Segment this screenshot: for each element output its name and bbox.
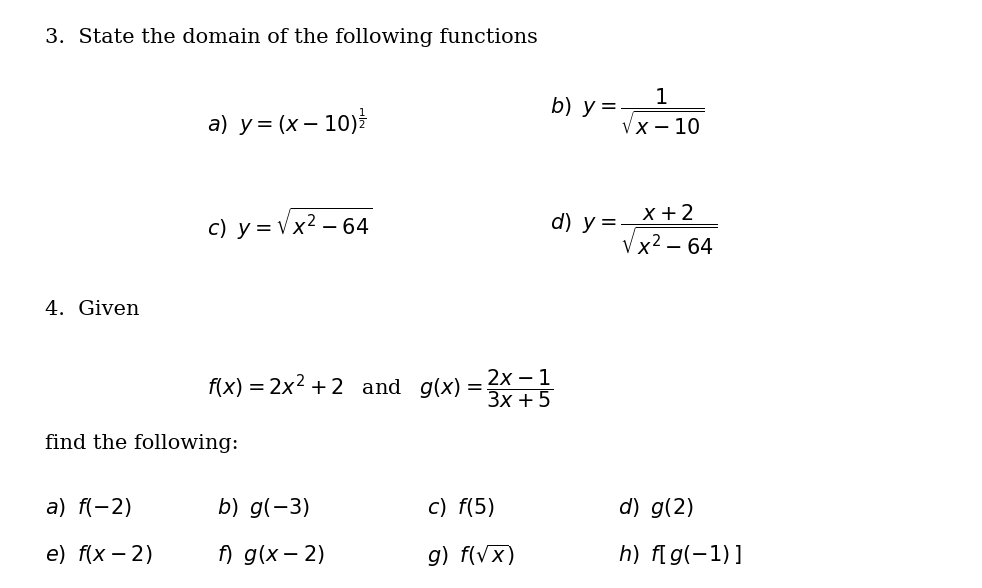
- Text: $c)\;\; f(5)$: $c)\;\; f(5)$: [427, 496, 495, 519]
- Text: $f)\;\; g(x-2)$: $f)\;\; g(x-2)$: [217, 543, 325, 567]
- Text: $h)\;\; f[\, g(-1)\,]$: $h)\;\; f[\, g(-1)\,]$: [619, 543, 742, 567]
- Text: $f(x) = 2x^2+2\;\;$ and $\;\;g(x) = \dfrac{2x-1}{3x+5}$: $f(x) = 2x^2+2\;\;$ and $\;\;g(x) = \dfr…: [207, 367, 553, 410]
- Text: $d)\;\; g(2)$: $d)\;\; g(2)$: [619, 496, 694, 520]
- Text: $d)\;\; y = \dfrac{x+2}{\sqrt{x^2-64}}$: $d)\;\; y = \dfrac{x+2}{\sqrt{x^2-64}}$: [550, 203, 718, 258]
- Text: $a)\;\; y = (x-10)^{\frac{1}{2}}$: $a)\;\; y = (x-10)^{\frac{1}{2}}$: [207, 107, 367, 138]
- Text: $c)\;\; y = \sqrt{x^2-64}$: $c)\;\; y = \sqrt{x^2-64}$: [207, 206, 373, 242]
- Text: $g)\;\; f(\sqrt{x})$: $g)\;\; f(\sqrt{x})$: [427, 543, 515, 569]
- Text: 3.  State the domain of the following functions: 3. State the domain of the following fun…: [45, 28, 538, 46]
- Text: 4.  Given: 4. Given: [45, 300, 140, 319]
- Text: $b)\;\; y = \dfrac{1}{\sqrt{x-10}}$: $b)\;\; y = \dfrac{1}{\sqrt{x-10}}$: [550, 86, 705, 137]
- Text: $b)\;\; g(-3)$: $b)\;\; g(-3)$: [217, 496, 310, 520]
- Text: $e)\;\; f(x-2)$: $e)\;\; f(x-2)$: [45, 543, 153, 566]
- Text: find the following:: find the following:: [45, 435, 239, 453]
- Text: $a)\;\; f(-2)$: $a)\;\; f(-2)$: [45, 496, 133, 519]
